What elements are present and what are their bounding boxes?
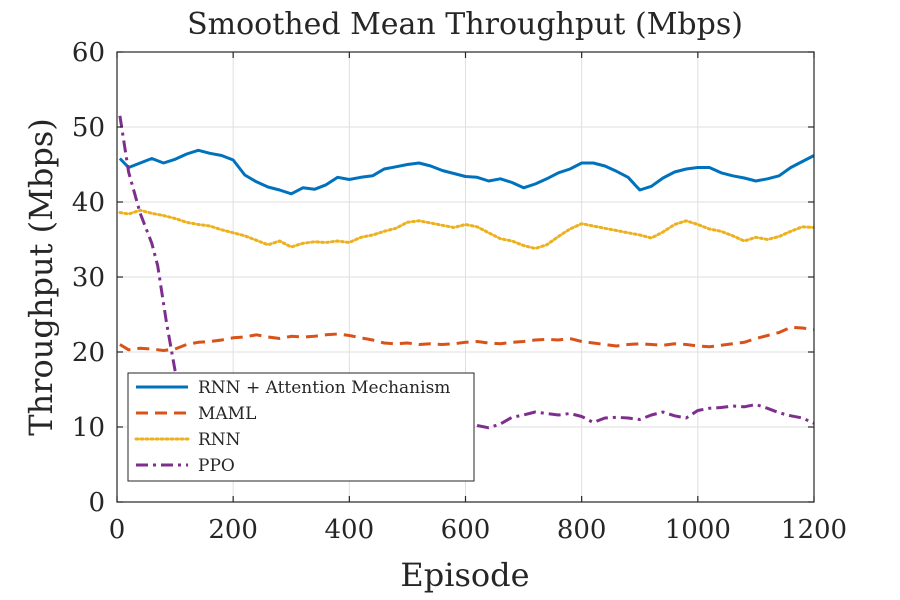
x-tick-label: 1200 xyxy=(781,515,847,545)
x-tick-label: 400 xyxy=(325,515,375,545)
y-tick-label: 10 xyxy=(72,413,105,443)
series-line-0 xyxy=(118,148,814,196)
series-line-1 xyxy=(119,325,814,352)
y-axis-title: Throughput (Mbps) xyxy=(22,118,60,435)
y-tick-label: 0 xyxy=(88,488,105,518)
y-tick-label: 50 xyxy=(72,113,105,143)
legend-box xyxy=(127,372,475,482)
legend-label: RNN + Attention Mechanism xyxy=(198,378,450,398)
y-tick-label: 30 xyxy=(72,263,105,293)
axis-ticks xyxy=(116,51,815,503)
tick-labels: 0 200 400 600 800 1000 1200 0 10 20 30 40 50 60 xyxy=(72,38,847,545)
y-tick-label: 20 xyxy=(72,338,105,368)
legend-label: MAML xyxy=(198,404,256,424)
x-tick-label: 200 xyxy=(208,515,258,545)
legend: RNN + Attention Mechanism MAML RNN PPO xyxy=(127,372,475,482)
x-axis-title: Episode xyxy=(400,556,529,594)
y-tick-label: 60 xyxy=(72,38,105,68)
legend-label: PPO xyxy=(198,456,235,476)
y-tick-label: 40 xyxy=(72,188,105,218)
x-tick-label: 0 xyxy=(109,515,126,545)
x-tick-label: 800 xyxy=(557,515,607,545)
x-tick-label: 600 xyxy=(441,515,491,545)
x-tick-label: 1000 xyxy=(665,515,731,545)
series-line-2 xyxy=(118,208,814,250)
chart-title: Smoothed Mean Throughput (Mbps) xyxy=(187,7,743,42)
legend-label: RNN xyxy=(198,430,241,450)
